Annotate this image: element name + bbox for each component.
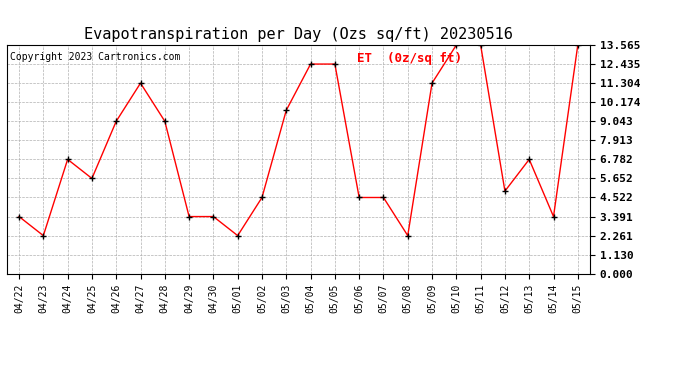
Text: Copyright 2023 Cartronics.com: Copyright 2023 Cartronics.com bbox=[10, 52, 180, 62]
Title: Evapotranspiration per Day (Ozs sq/ft) 20230516: Evapotranspiration per Day (Ozs sq/ft) 2… bbox=[84, 27, 513, 42]
Text: ET  (0z/sq ft): ET (0z/sq ft) bbox=[357, 52, 462, 65]
